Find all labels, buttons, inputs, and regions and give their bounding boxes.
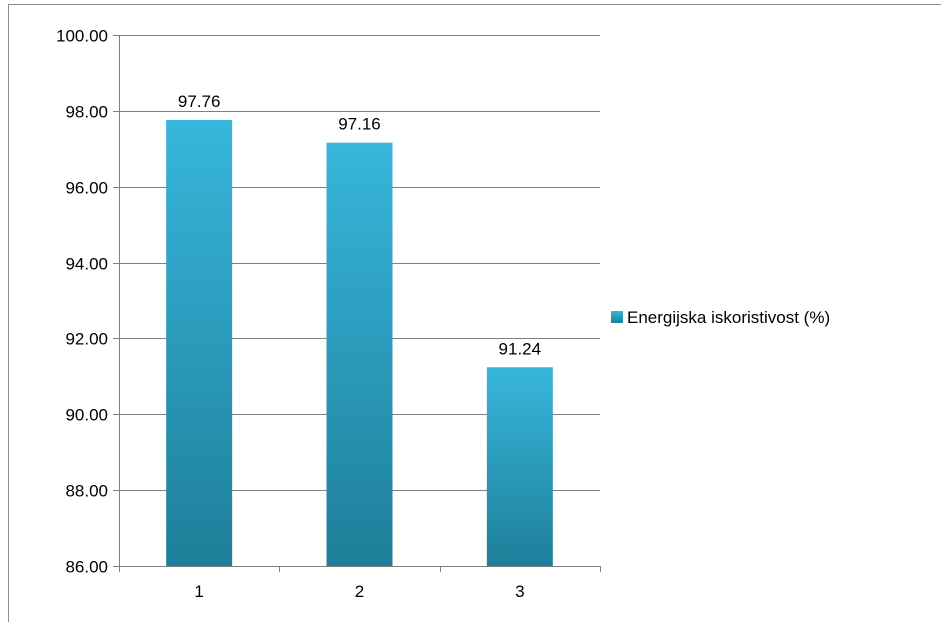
y-tick-label: 98.00 (65, 103, 108, 122)
bar (166, 119, 233, 567)
y-tick-label: 96.00 (65, 179, 108, 198)
x-tick-label: 3 (515, 582, 524, 601)
data-label: 91.24 (499, 339, 542, 358)
y-tick-label: 100.00 (56, 27, 108, 46)
legend-label: Energijska iskoristivost (%) (627, 308, 830, 327)
y-tick-label: 92.00 (65, 330, 108, 349)
legend: Energijska iskoristivost (%) (611, 308, 830, 327)
y-tick-label: 86.00 (65, 558, 108, 577)
x-tick-label: 1 (194, 582, 203, 601)
x-tick-label: 2 (355, 582, 364, 601)
bars (166, 119, 553, 567)
bar (486, 367, 553, 566)
legend-swatch (611, 311, 623, 323)
axes (113, 35, 601, 572)
y-tick-label: 94.00 (65, 255, 108, 274)
y-tick-label: 88.00 (65, 482, 108, 501)
chart-frame (8, 4, 941, 622)
data-label: 97.16 (338, 115, 381, 134)
data-label: 97.76 (178, 92, 221, 111)
y-tick-label: 90.00 (65, 406, 108, 425)
labels: 86.00 88.00 90.00 92.00 94.00 96.00 98.00 100.0… (56, 27, 541, 602)
bar (326, 142, 393, 566)
